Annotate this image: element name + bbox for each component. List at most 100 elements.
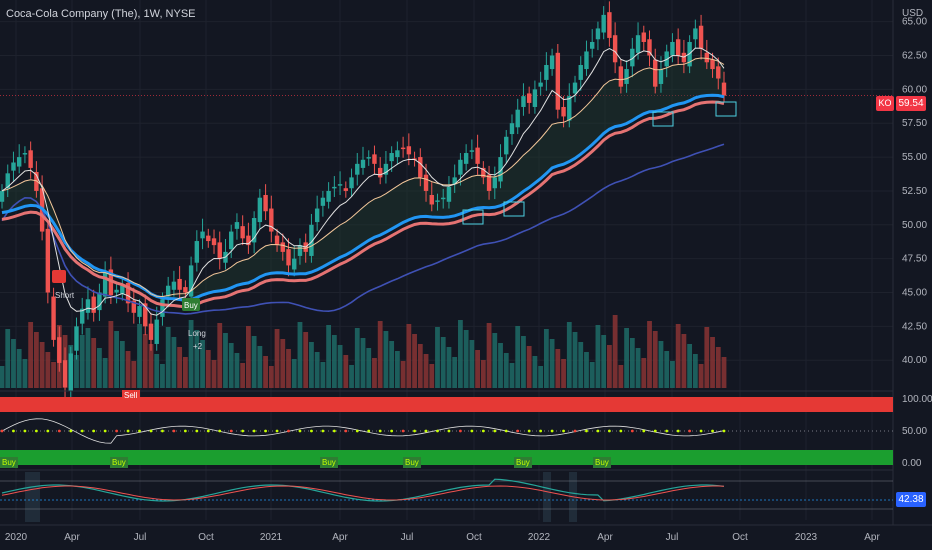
candle-body — [641, 32, 646, 42]
volume-bar — [217, 323, 223, 388]
candle-body — [286, 249, 291, 266]
volume-bar — [377, 321, 383, 388]
red-band-line — [1, 100, 725, 309]
candle-body — [429, 195, 434, 205]
candle-body — [406, 146, 412, 155]
candle-body — [538, 82, 543, 87]
x-tick-label: 2020 — [5, 532, 28, 543]
candle-body — [143, 303, 148, 327]
ema-fast-line — [1, 47, 725, 316]
sell-tag — [122, 390, 140, 400]
volume-bar — [200, 340, 205, 388]
candle-body — [572, 82, 578, 94]
volume-bar — [0, 366, 5, 388]
volume-bar — [486, 323, 492, 388]
x-axis: 2020 Apr Jul Oct 2021 Apr Jul Oct 2022 Apr Jul Oct 2… — [5, 532, 881, 543]
candle-body — [234, 222, 240, 229]
stoch-dot — [390, 429, 394, 433]
volume-bar — [710, 337, 715, 388]
buy-tag — [514, 457, 532, 468]
candle-body — [647, 39, 652, 56]
candle-body — [486, 174, 492, 191]
candle-body — [555, 52, 561, 110]
shade-zone — [543, 472, 551, 522]
candle-body — [160, 299, 165, 317]
volume-bar — [211, 360, 217, 388]
oscillator-panel — [0, 469, 893, 522]
candle-body — [120, 285, 125, 294]
candle-body — [372, 154, 377, 164]
volume-bar — [331, 335, 337, 388]
volume-bar — [33, 332, 39, 388]
oscillator-value-tag: 42.38 — [896, 492, 926, 507]
volume-bar — [612, 315, 618, 388]
volume-bar — [618, 365, 624, 388]
stoch-dot — [103, 429, 107, 433]
volume-bar — [320, 362, 326, 388]
volume-bar — [223, 333, 228, 388]
candle-body — [532, 89, 538, 107]
stoch-dot — [321, 429, 325, 433]
volume-bar — [498, 343, 503, 388]
candle-body — [716, 66, 721, 79]
volume-bar — [194, 330, 200, 388]
volume-bar — [205, 350, 211, 388]
volume-bar — [228, 343, 234, 388]
volume-bar — [160, 364, 165, 388]
stoch-dot — [298, 429, 302, 433]
stoch-dot — [172, 429, 176, 433]
volume-bar — [561, 359, 566, 388]
candle-body — [131, 300, 136, 313]
candle-body — [343, 188, 349, 191]
sell-tag-label: Sell — [124, 391, 138, 400]
candle-body — [567, 96, 572, 121]
volume-bar — [274, 329, 280, 388]
candle-body — [171, 281, 177, 290]
stoch-dot — [527, 429, 531, 433]
sell-band — [0, 397, 893, 412]
y-tick-label: 55.00 — [902, 152, 927, 163]
volume-bar — [475, 350, 481, 388]
x-tick-label: Oct — [466, 532, 482, 543]
candle-body — [91, 296, 96, 313]
candle-body — [561, 106, 566, 117]
volume-bar — [635, 348, 641, 388]
volume-bar — [578, 342, 584, 388]
volume-bar — [125, 351, 131, 388]
volume-bar — [188, 320, 194, 388]
buy-tag-label: Buy — [322, 458, 336, 467]
stoch-dot — [355, 429, 359, 433]
volume-bar — [670, 361, 675, 388]
volume-bar — [142, 334, 148, 388]
candle-body — [721, 82, 727, 96]
volume-bar — [647, 321, 652, 388]
volume-bar — [131, 361, 137, 388]
volume-bar — [165, 327, 171, 388]
stoch-dot — [562, 429, 565, 433]
candle-body — [463, 153, 469, 164]
candle-body — [504, 136, 509, 155]
volume-bar — [417, 344, 423, 388]
stoch-dot — [688, 429, 692, 433]
volume-bar — [469, 340, 475, 388]
x-tick-label: 2023 — [795, 532, 818, 543]
volume-bar — [515, 326, 521, 388]
candle-body — [377, 167, 383, 178]
panel-tick-label: 100.00 — [902, 394, 932, 405]
candle-body — [458, 159, 463, 175]
volume-bar — [97, 348, 102, 388]
shade-zone — [25, 472, 40, 522]
candle-body — [194, 241, 200, 263]
candle-body — [309, 224, 314, 256]
candle-body — [337, 184, 343, 186]
stoch-dot — [275, 429, 279, 433]
candle-body — [423, 174, 429, 191]
candle-body — [62, 360, 68, 388]
stoch-dot — [23, 429, 27, 433]
candle-body — [710, 59, 715, 70]
candle-body — [5, 173, 10, 189]
stoch-dot — [539, 429, 543, 433]
y-tick-label: 60.00 — [902, 84, 927, 95]
candle-body — [22, 153, 28, 155]
